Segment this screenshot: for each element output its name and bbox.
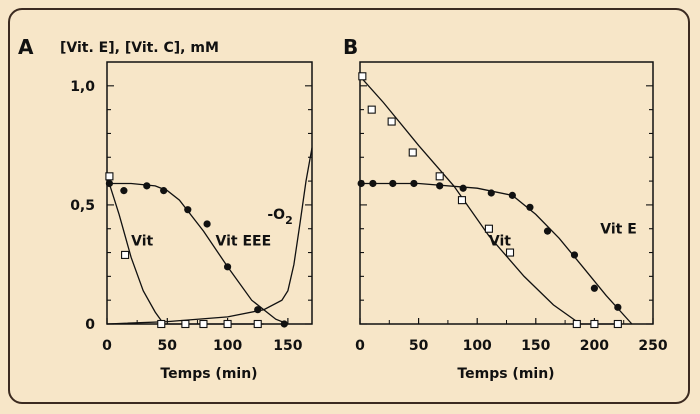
panel-b-xtick-label: 150 (521, 338, 550, 354)
panel-a-annotation-subscript: 2 (285, 214, 293, 227)
panel-b-series-0-point (572, 319, 581, 329)
panel-a-series-1-point (160, 187, 168, 195)
panel-b-series-1-point (614, 303, 622, 311)
panel-b-xtick-label: 50 (409, 338, 429, 354)
panel-b-series-1-point (508, 191, 516, 199)
panel-b-xlabel: Temps (min) (457, 366, 554, 382)
panel-a-plot-area (106, 61, 313, 325)
panel-a-series-0-point (253, 319, 262, 329)
panel-a-letter: A (18, 35, 34, 59)
panel-a-series-1-line (107, 182, 289, 325)
panel-b-series-0-point (358, 72, 367, 81)
panel-a-series-1-point (254, 306, 262, 314)
panel-b-xtick-label: 100 (463, 338, 492, 354)
panel-a-ytick-label: 0 (85, 317, 95, 333)
panel-b-series-0-point (457, 196, 467, 205)
panel-a-series-0-point (121, 250, 130, 259)
panel-a-series-0-line (106, 176, 264, 325)
panel-b-series-0-point (505, 248, 515, 257)
panel-b-series-1-point (436, 182, 444, 190)
panel-b-annotation: Vit (489, 233, 511, 249)
panel-b-series-1-point (459, 184, 467, 192)
panel-a-series-1-point (280, 320, 288, 328)
panel-a-xtick-label: 0 (102, 338, 112, 354)
panel-a-xtick-label: 100 (213, 338, 242, 354)
panel-a-series-1-point (223, 263, 232, 271)
panel-b-series-0-point (435, 172, 444, 181)
panel-b-series-0-point (367, 105, 376, 114)
panel-a-annotation: -O2 (267, 207, 292, 227)
panel-a-series-1-point (203, 220, 211, 228)
panel-a-ylabel: [Vit. E], [Vit. C], mM (60, 40, 219, 56)
panel-a-annotation: Vit EEE (216, 233, 272, 249)
panel-b-annotation: Vit E (600, 221, 637, 237)
panel-b-series-0-point (408, 148, 417, 157)
panel-a-series-0-point (223, 319, 232, 329)
panel-a-series-1-point (120, 187, 128, 195)
panel-b-series-1-point (357, 179, 365, 188)
panel-a-xtick-label: 50 (158, 338, 178, 354)
panel-b-series-1-point (570, 251, 579, 259)
panel-a-series-2-line (106, 147, 313, 325)
panel-a-series-0-point (157, 319, 166, 329)
panel-b-series-0-line (359, 75, 618, 325)
panel-a-series-0-point (105, 172, 114, 181)
panel-a-series-0-point (199, 319, 208, 329)
panel-b-letter: B (343, 35, 358, 59)
panel-b-series-0-point (484, 224, 493, 233)
figure-frame (8, 8, 690, 404)
panel-b-xtick-label: 0 (355, 338, 365, 354)
panel-a-xtick-label: 150 (273, 338, 302, 354)
panel-a-series-1-point (105, 179, 114, 188)
panel-a-annotation: Vit (131, 233, 153, 249)
panel-b-xtick-label: 250 (638, 338, 667, 354)
panel-a-series-0-point (181, 319, 190, 329)
panel-b-series-1-point (526, 203, 534, 211)
panel-b-series-1-point (410, 179, 418, 188)
panel-a-series-1-point (143, 182, 151, 190)
panel-b-plot-area (359, 61, 654, 325)
panel-b-xtick-label: 200 (580, 338, 609, 354)
panel-b-series-1-point (590, 284, 599, 292)
panel-b-series-1-point (543, 227, 552, 235)
panel-a-ytick-label: 1,0 (70, 79, 95, 95)
panel-b-series-0-point (387, 117, 396, 126)
panel-b-series-1-point (487, 189, 495, 197)
panel-b-series-1-point (389, 179, 397, 188)
panel-b-series-0-point (613, 319, 622, 329)
panel-a-ytick-label: 0,5 (70, 198, 95, 214)
panel-b-series-0-point (590, 319, 599, 329)
panel-b-series-1-point (369, 179, 377, 188)
panel-b-series-1-line (360, 182, 633, 325)
panel-a-series-1-point (184, 206, 192, 214)
panel-a-xlabel: Temps (min) (160, 366, 257, 382)
